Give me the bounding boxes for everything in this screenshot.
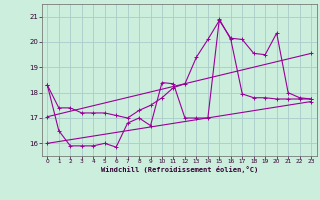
X-axis label: Windchill (Refroidissement éolien,°C): Windchill (Refroidissement éolien,°C) (100, 166, 258, 173)
